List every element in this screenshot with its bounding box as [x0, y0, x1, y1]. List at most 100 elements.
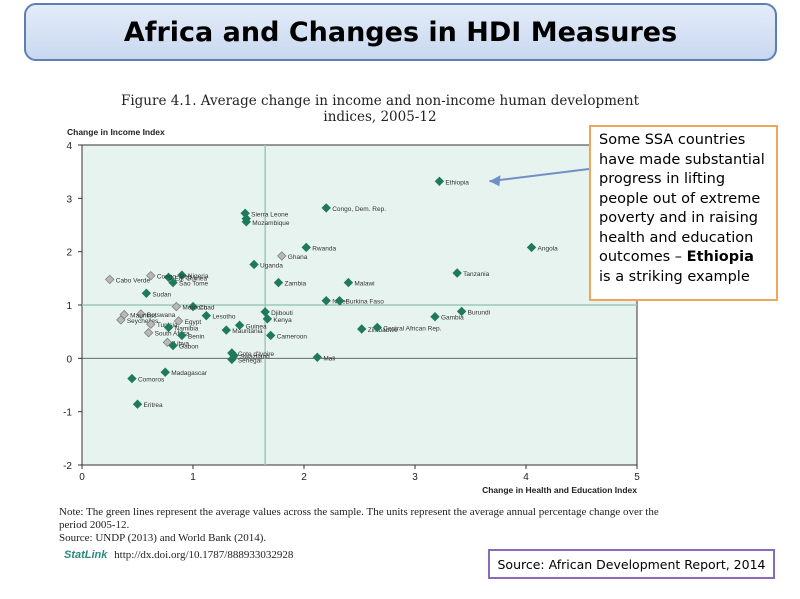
data-point — [260, 307, 270, 317]
point-label: Ethiopia — [445, 179, 469, 186]
point-label: Congo, Rep. — [157, 274, 194, 281]
y-tick-label: 4 — [66, 141, 72, 152]
point-label: Mauritania — [232, 328, 263, 335]
data-point — [452, 268, 462, 278]
data-point — [321, 203, 331, 213]
point-label: Nigeria — [188, 273, 209, 280]
data-point — [188, 301, 198, 312]
data-point — [312, 352, 323, 362]
point-label: Sao Tome — [179, 281, 209, 288]
point-label: Senegal — [238, 357, 262, 364]
data-point — [372, 322, 382, 333]
data-point — [321, 296, 331, 306]
data-point — [262, 314, 273, 324]
point-label: Botswana — [147, 312, 176, 319]
data-point — [273, 277, 284, 288]
statlink: StatLink http://dx.doi.org/10.1787/88893… — [64, 549, 293, 561]
source-box-text: Source: African Development Report, 2014 — [497, 556, 766, 572]
data-point — [234, 320, 245, 330]
x-tick-label: 2 — [301, 472, 307, 483]
data-point — [136, 309, 146, 319]
data-point — [221, 325, 231, 335]
x-tick-label: 0 — [79, 472, 85, 483]
point-label: Eritrea — [144, 402, 164, 409]
x-tick-label: 1 — [190, 472, 196, 483]
point-label: Burkina Faso — [346, 299, 385, 306]
slide-title-bar: Africa and Changes in HDI Measures — [24, 3, 777, 61]
point-label: Gambia — [441, 315, 464, 322]
point-label: Sierra Leone — [251, 211, 289, 218]
y-axis-label: Change in Income Index — [67, 127, 165, 137]
point-label: Angola — [538, 245, 559, 252]
data-point — [249, 259, 259, 270]
figure-note: Note: The green lines represent the aver… — [59, 506, 679, 545]
point-label: Malawi — [354, 281, 374, 288]
y-tick-label: 0 — [66, 354, 72, 365]
callout-highlight: Ethiopia — [686, 249, 754, 265]
data-point — [177, 330, 187, 341]
point-label: Central African Rep. — [383, 325, 441, 332]
data-point — [177, 270, 187, 280]
data-point — [143, 328, 154, 338]
data-point — [434, 176, 445, 186]
data-point — [116, 315, 126, 325]
point-label: Zimbabwe — [368, 327, 398, 334]
data-point — [229, 350, 239, 361]
point-label: Zambia — [284, 281, 306, 288]
data-point — [334, 296, 345, 306]
point-label: Burundi — [468, 309, 490, 316]
data-point — [277, 251, 287, 261]
point-label: Eq. Guinea — [175, 275, 208, 282]
point-label: Kenya — [273, 317, 292, 324]
point-label: Seychelles — [127, 318, 159, 325]
point-label: Mali — [323, 355, 335, 362]
data-point — [171, 301, 182, 312]
callout-box: Some SSA countries have made substantial… — [589, 125, 778, 301]
point-label: Lesotho — [212, 314, 236, 321]
data-point — [343, 277, 354, 288]
data-point — [526, 242, 537, 253]
x-axis-label: Change in Health and Education Index — [482, 485, 637, 495]
callout-arrow — [489, 168, 590, 183]
data-point — [127, 373, 137, 384]
point-label: Ghana — [288, 254, 308, 261]
point-label: Djibouti — [271, 310, 293, 317]
data-point — [105, 274, 115, 285]
point-label: South Africa — [155, 331, 190, 338]
point-label: Namibia — [175, 325, 199, 332]
data-point — [357, 324, 367, 334]
y-tick-label: -1 — [63, 408, 72, 419]
point-label: Benin — [188, 333, 205, 340]
source-box: Source: African Development Report, 2014 — [488, 549, 775, 579]
point-label: Comoros — [138, 377, 165, 384]
data-point — [163, 272, 174, 282]
data-point — [430, 312, 440, 322]
figure-note-text: Note: The green lines represent the aver… — [59, 506, 659, 531]
data-point — [266, 330, 276, 341]
x-tick-label: 4 — [523, 472, 529, 483]
point-label: Madagascar — [171, 370, 208, 377]
x-tick-label: 5 — [634, 472, 640, 483]
point-label: Egypt — [185, 319, 202, 326]
data-point — [163, 322, 174, 333]
point-label: Morocco — [182, 305, 207, 312]
data-point — [456, 306, 467, 317]
y-tick-label: 3 — [66, 194, 72, 205]
data-point — [173, 316, 184, 326]
x-tick-label: 3 — [412, 472, 418, 483]
point-label: Cote d'Ivoire — [238, 351, 275, 358]
data-point — [141, 288, 152, 298]
y-tick-label: -2 — [63, 461, 72, 472]
data-point — [132, 399, 143, 409]
statlink-url[interactable]: http://dx.doi.org/10.1787/888933032928 — [114, 549, 294, 561]
slide-title: Africa and Changes in HDI Measures — [123, 16, 678, 48]
point-label: Tanzania — [463, 271, 489, 278]
point-label: Guinea — [246, 323, 267, 330]
callout-arrowhead — [489, 175, 501, 187]
figure-title: Figure 4.1. Average change in income and… — [70, 93, 690, 125]
data-point — [301, 242, 311, 253]
point-label: Gabon — [179, 344, 199, 351]
point-label: Mozambique — [252, 220, 290, 227]
point-label: Rwanda — [312, 245, 336, 252]
